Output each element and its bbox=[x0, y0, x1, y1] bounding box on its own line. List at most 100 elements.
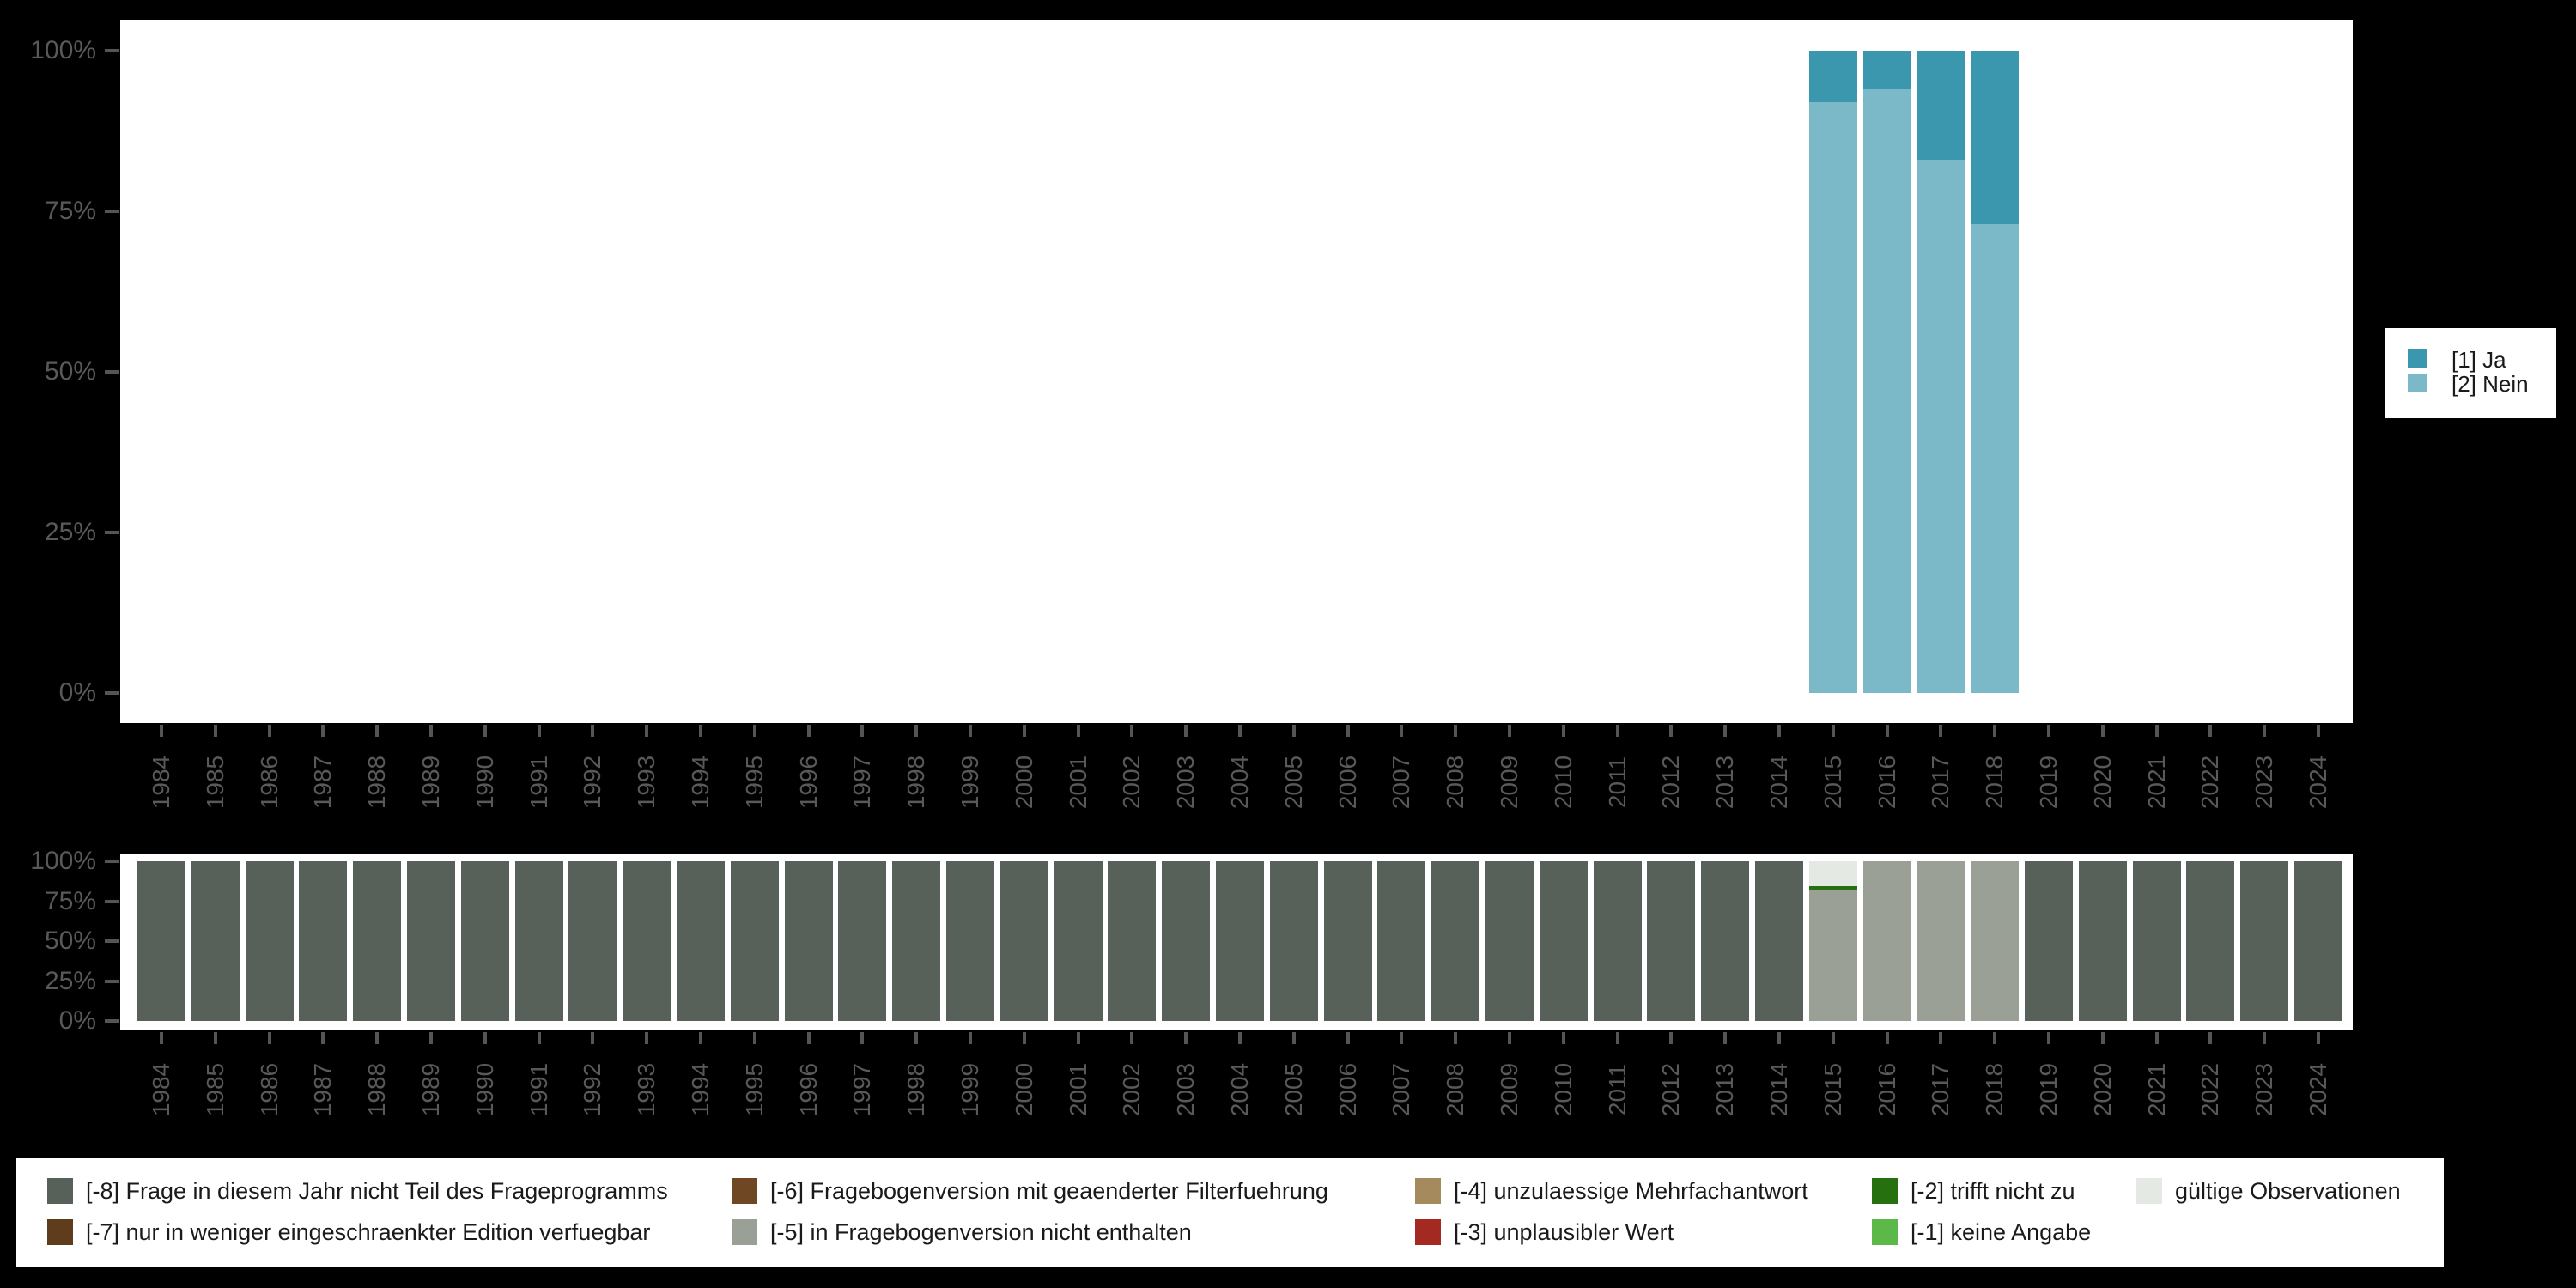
bar-segment-2017 bbox=[1917, 51, 1965, 161]
x-axis-label-2013: 2013 bbox=[1711, 755, 1739, 810]
x-axis-label-2018: 2018 bbox=[1981, 755, 2008, 810]
x-axis-tick bbox=[860, 1032, 865, 1044]
x-axis-tick bbox=[1238, 725, 1242, 737]
x-axis-tick bbox=[1885, 725, 1889, 737]
legend-label-1: [1] Ja bbox=[2451, 347, 2506, 373]
missing-legend-swatch bbox=[1415, 1219, 1441, 1245]
bar-segment-2018 bbox=[1971, 51, 2020, 224]
x-axis-label-1997: 1997 bbox=[848, 1062, 876, 1117]
x-axis-tick bbox=[699, 725, 702, 737]
bar-segment-2016 bbox=[1862, 51, 1911, 89]
legend-swatch-1 bbox=[2408, 349, 2427, 368]
missing-legend-swatch bbox=[732, 1178, 757, 1204]
missing-legend-swatch bbox=[1872, 1178, 1898, 1204]
bar-segment-2003 bbox=[1162, 861, 1211, 1021]
x-axis-label-1997: 1997 bbox=[848, 755, 876, 810]
x-axis-label-1986: 1986 bbox=[255, 755, 283, 810]
bar-segment-2006 bbox=[1323, 861, 1372, 1021]
legend-label-2: [2] Nein bbox=[2451, 371, 2529, 397]
x-axis-tick bbox=[2047, 725, 2050, 737]
x-axis-tick bbox=[1615, 725, 1619, 737]
bar-segment-2019 bbox=[2025, 861, 2073, 1021]
x-axis-label-2017: 2017 bbox=[1927, 1062, 1954, 1117]
bar-segment-1994 bbox=[677, 861, 725, 1021]
x-axis-tick bbox=[806, 725, 811, 737]
x-axis-tick bbox=[1130, 1032, 1134, 1044]
x-axis-tick bbox=[267, 725, 271, 737]
x-axis-label-2019: 2019 bbox=[2035, 1062, 2062, 1117]
x-axis-tick bbox=[1831, 1032, 1835, 1044]
bar-segment-2015 bbox=[1808, 51, 1857, 102]
x-axis-label-2006: 2006 bbox=[1334, 1062, 1361, 1117]
x-axis-label-2024: 2024 bbox=[2305, 1062, 2331, 1117]
x-axis-tick bbox=[2154, 725, 2159, 737]
y-axis-label: 75% bbox=[44, 197, 96, 225]
bar-segment-2012 bbox=[1647, 861, 1696, 1021]
x-axis-tick bbox=[321, 725, 325, 737]
x-axis-label-2009: 2009 bbox=[1496, 755, 1522, 810]
x-axis-tick bbox=[1723, 725, 1728, 737]
x-axis-tick bbox=[1993, 1032, 1997, 1044]
y-axis-label: 25% bbox=[44, 966, 96, 995]
x-axis-label-2007: 2007 bbox=[1388, 755, 1415, 810]
y-axis-label: 50% bbox=[44, 927, 96, 955]
x-axis-tick bbox=[591, 1032, 595, 1044]
x-axis-label-2000: 2000 bbox=[1010, 755, 1037, 810]
x-axis-tick bbox=[537, 1032, 541, 1044]
bar-segment-1987 bbox=[299, 861, 348, 1021]
bar-segment-2024 bbox=[2294, 861, 2342, 1021]
x-axis-label-2022: 2022 bbox=[2196, 1062, 2224, 1117]
missing-legend-label: [-1] keine Angabe bbox=[1911, 1219, 2092, 1245]
y-axis-tick bbox=[105, 1019, 119, 1023]
x-axis-label-2003: 2003 bbox=[1172, 755, 1200, 810]
bar-segment-1999 bbox=[946, 861, 994, 1021]
x-axis-label-1998: 1998 bbox=[902, 755, 930, 810]
bar-segment-2023 bbox=[2240, 861, 2289, 1021]
y-axis-label: 75% bbox=[44, 886, 96, 915]
bar-segment-2014 bbox=[1755, 861, 1803, 1021]
x-axis-label-1992: 1992 bbox=[579, 1062, 606, 1117]
x-axis-label-2017: 2017 bbox=[1927, 755, 1954, 810]
x-axis-label-2001: 2001 bbox=[1064, 1062, 1091, 1117]
x-axis-label-1986: 1986 bbox=[255, 1062, 283, 1117]
bar-segment-2000 bbox=[999, 861, 1048, 1021]
x-axis-label-1987: 1987 bbox=[309, 755, 337, 810]
missing-legend-swatch bbox=[732, 1219, 757, 1245]
x-axis-label-2010: 2010 bbox=[1549, 1062, 1577, 1117]
x-axis-tick bbox=[1508, 725, 1511, 737]
x-axis-tick bbox=[752, 725, 756, 737]
x-axis-label-2012: 2012 bbox=[1657, 755, 1685, 810]
x-axis-tick bbox=[699, 1032, 702, 1044]
missing-legend-swatch bbox=[2136, 1178, 2162, 1204]
bar-segment-2016 bbox=[1862, 88, 1911, 693]
bar-segment-2011 bbox=[1593, 861, 1642, 1021]
x-axis-tick bbox=[2317, 1032, 2320, 1044]
bar-segment-2021 bbox=[2132, 861, 2181, 1021]
x-axis-tick bbox=[2208, 1032, 2213, 1044]
x-axis-tick bbox=[1022, 725, 1026, 737]
x-axis-label-1988: 1988 bbox=[363, 1062, 391, 1117]
x-axis-label-1996: 1996 bbox=[794, 1062, 822, 1117]
x-axis-tick bbox=[1669, 1032, 1674, 1044]
y-axis-label: 100% bbox=[30, 36, 96, 64]
x-axis-tick bbox=[213, 725, 217, 737]
bar-segment-2015 bbox=[1808, 885, 1857, 890]
x-axis-label-1999: 1999 bbox=[957, 1062, 983, 1117]
missing-values-distribution-plot-area bbox=[120, 854, 2353, 1030]
bar-segment-1984 bbox=[137, 861, 185, 1021]
y-axis-label: 0% bbox=[58, 1006, 96, 1035]
bar-segment-2017 bbox=[1917, 160, 1965, 693]
x-axis-tick bbox=[1615, 1032, 1619, 1044]
x-axis-label-2021: 2021 bbox=[2142, 1062, 2170, 1117]
x-axis-label-1991: 1991 bbox=[525, 755, 552, 810]
y-axis-label: 100% bbox=[30, 847, 96, 875]
x-axis-tick bbox=[914, 1032, 919, 1044]
bar-segment-2010 bbox=[1539, 861, 1588, 1021]
x-axis-tick bbox=[160, 1032, 163, 1044]
x-axis-tick bbox=[1939, 725, 1943, 737]
x-axis-tick bbox=[860, 725, 865, 737]
bar-segment-2015 bbox=[1808, 890, 1857, 1021]
x-axis-label-2002: 2002 bbox=[1118, 755, 1145, 810]
x-axis-tick bbox=[1561, 1032, 1565, 1044]
bar-segment-2018 bbox=[1971, 223, 2020, 693]
